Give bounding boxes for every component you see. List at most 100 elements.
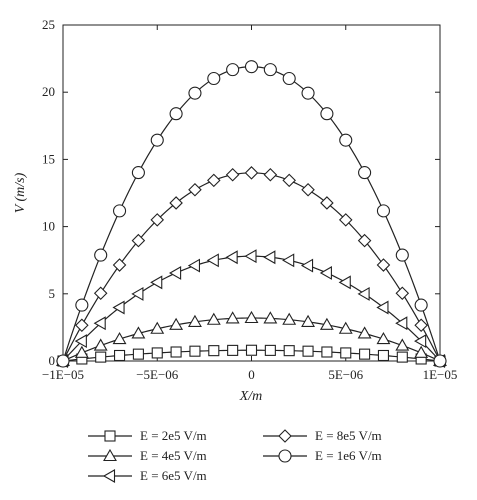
- series-3-point: [93, 316, 106, 331]
- legend-label: E = 2e5 V/m: [140, 428, 207, 443]
- markers: [55, 60, 447, 368]
- series-4-point: [207, 173, 221, 188]
- series-4-point: [263, 167, 278, 182]
- series-3-point: [112, 300, 125, 315]
- series-1-point: [132, 348, 144, 360]
- legend: E = 2e5 V/m E = 4e5 V/m E = 6e5 V/m E = 8e5…: [88, 428, 382, 483]
- legend-marker-circle: [278, 449, 292, 463]
- series-2-point: [225, 311, 240, 324]
- x-tick-label: 1E−05: [423, 367, 458, 382]
- x-tick-label: −5E−06: [136, 367, 179, 382]
- series-5-point: [56, 354, 70, 368]
- series-2-point: [319, 317, 334, 330]
- legend-label: E = 4e5 V/m: [140, 448, 207, 463]
- series-2-point: [263, 311, 278, 324]
- legend-marker-diamond: [278, 429, 292, 443]
- series-5-point: [339, 133, 353, 147]
- series-5-point: [113, 204, 127, 218]
- series-3-point: [263, 250, 276, 265]
- series-4-point: [244, 166, 259, 180]
- series-4-point: [225, 167, 240, 182]
- series-5-point: [320, 107, 334, 121]
- series-1-point: [340, 347, 352, 359]
- series-3-point: [338, 275, 351, 290]
- series-2-point: [414, 345, 429, 358]
- series-3-point: [414, 334, 427, 349]
- y-tick-label: 20: [42, 84, 55, 99]
- series-5-point: [263, 63, 277, 77]
- y-tick-label: 15: [42, 151, 55, 166]
- series-4-point: [93, 286, 108, 301]
- series-4-point: [169, 196, 183, 210]
- series-1-point: [283, 345, 295, 357]
- series-1-point: [321, 346, 333, 358]
- series-4-point: [376, 258, 391, 272]
- series-4-point: [75, 318, 89, 333]
- series-3-point: [395, 316, 408, 331]
- series-1-point: [208, 345, 220, 357]
- series-4-point: [112, 258, 127, 272]
- legend-label: E = 8e5 V/m: [315, 428, 382, 443]
- series-3-point: [206, 253, 219, 268]
- series-4-point: [414, 318, 428, 333]
- series-5-point: [301, 86, 315, 100]
- series-1-point: [359, 348, 371, 360]
- series-5-point: [188, 86, 202, 100]
- series-3-point: [150, 275, 163, 290]
- series-5-point: [169, 107, 183, 121]
- series-2-point: [169, 317, 184, 330]
- series-2-point: [93, 338, 108, 351]
- series-3-point: [376, 300, 389, 315]
- series-5-point: [282, 71, 296, 86]
- series-3-point: [168, 266, 182, 280]
- series-3-point: [357, 286, 370, 301]
- series-4-point: [338, 213, 353, 227]
- series-1-point: [170, 346, 182, 358]
- series-1-point: [245, 344, 258, 356]
- series-3-point: [319, 266, 332, 280]
- series-2-point: [357, 326, 372, 339]
- series-3-point: [300, 258, 314, 273]
- y-axis-label: V (m/s): [13, 172, 28, 213]
- series-4-point: [131, 233, 146, 248]
- series-5-point: [376, 204, 391, 218]
- series-1-point: [114, 349, 126, 362]
- series-2-point: [338, 321, 353, 334]
- series-2-point: [112, 331, 127, 345]
- series-3-point: [225, 250, 238, 265]
- legend-marker-triangle-up: [103, 448, 117, 462]
- x-tick-label: 5E−06: [328, 367, 363, 382]
- y-tick-label: 10: [42, 219, 55, 234]
- series-5-point: [75, 298, 89, 312]
- series-1-point: [377, 349, 390, 362]
- series-5-point: [244, 60, 259, 74]
- x-tick-label: 0: [248, 367, 255, 382]
- series-4-point: [357, 233, 372, 248]
- legend-marker-square: [104, 430, 116, 442]
- series-2-point: [74, 345, 89, 358]
- series-4-point: [301, 182, 315, 197]
- ticks: −1E−05 −5E−06 0 5E−06 1E−05 0 5 10 15 20 25: [42, 17, 457, 382]
- y-tick-label: 25: [42, 17, 55, 32]
- series-2-point: [131, 326, 146, 339]
- legend-label: E = 1e6 V/m: [315, 448, 382, 463]
- x-axis-label: X/m: [239, 389, 263, 404]
- series-1-point: [151, 347, 163, 359]
- legend-marker-triangle-left: [102, 469, 116, 483]
- series-5-point: [395, 248, 409, 262]
- series-4-point: [150, 213, 165, 227]
- series-1-point: [189, 345, 201, 357]
- y-tick-label: 5: [49, 286, 56, 301]
- series-3-point: [131, 286, 144, 301]
- series-2-point: [188, 314, 202, 327]
- series-5-point: [207, 71, 221, 86]
- series-3-point: [74, 334, 87, 349]
- series-2-point: [206, 312, 221, 325]
- series-2-point: [244, 310, 259, 324]
- series-4-point: [188, 182, 202, 197]
- series-4-point: [395, 286, 410, 301]
- series-2-point: [376, 331, 391, 345]
- series-2-point: [150, 321, 165, 334]
- series-3-point: [282, 253, 295, 268]
